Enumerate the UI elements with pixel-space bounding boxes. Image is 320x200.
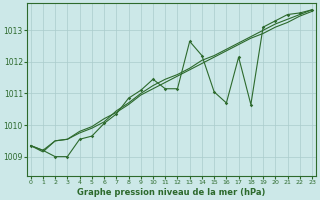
X-axis label: Graphe pression niveau de la mer (hPa): Graphe pression niveau de la mer (hPa) — [77, 188, 266, 197]
